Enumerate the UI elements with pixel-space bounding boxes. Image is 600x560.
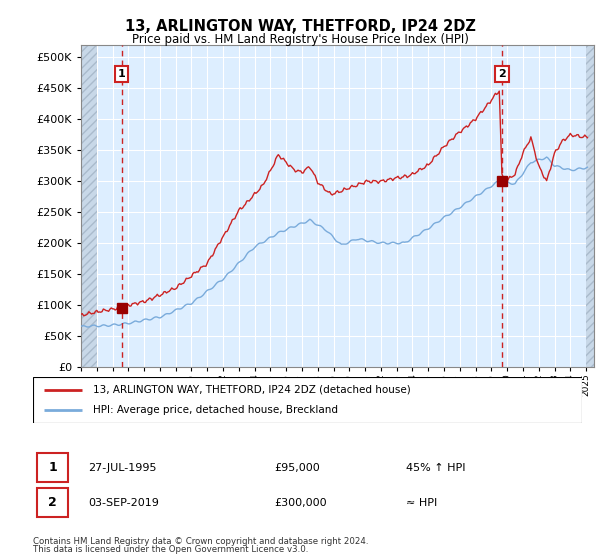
Text: This data is licensed under the Open Government Licence v3.0.: This data is licensed under the Open Gov… <box>33 545 308 554</box>
Text: 2: 2 <box>498 69 506 79</box>
Text: 2: 2 <box>48 497 57 510</box>
Text: 13, ARLINGTON WAY, THETFORD, IP24 2DZ: 13, ARLINGTON WAY, THETFORD, IP24 2DZ <box>125 20 475 34</box>
Text: 1: 1 <box>118 69 125 79</box>
Text: £300,000: £300,000 <box>275 498 327 508</box>
Bar <box>81 45 97 367</box>
Text: 03-SEP-2019: 03-SEP-2019 <box>88 498 159 508</box>
Text: HPI: Average price, detached house, Breckland: HPI: Average price, detached house, Brec… <box>94 405 338 415</box>
Text: Price paid vs. HM Land Registry's House Price Index (HPI): Price paid vs. HM Land Registry's House … <box>131 32 469 46</box>
Bar <box>37 453 68 482</box>
Text: 45% ↑ HPI: 45% ↑ HPI <box>406 463 466 473</box>
Text: 13, ARLINGTON WAY, THETFORD, IP24 2DZ (detached house): 13, ARLINGTON WAY, THETFORD, IP24 2DZ (d… <box>94 385 411 395</box>
Text: ≈ HPI: ≈ HPI <box>406 498 437 508</box>
Bar <box>37 488 68 517</box>
Text: 27-JUL-1995: 27-JUL-1995 <box>88 463 157 473</box>
Text: 1: 1 <box>48 461 57 474</box>
Bar <box>586 45 594 367</box>
Text: £95,000: £95,000 <box>275 463 320 473</box>
Text: Contains HM Land Registry data © Crown copyright and database right 2024.: Contains HM Land Registry data © Crown c… <box>33 537 368 546</box>
